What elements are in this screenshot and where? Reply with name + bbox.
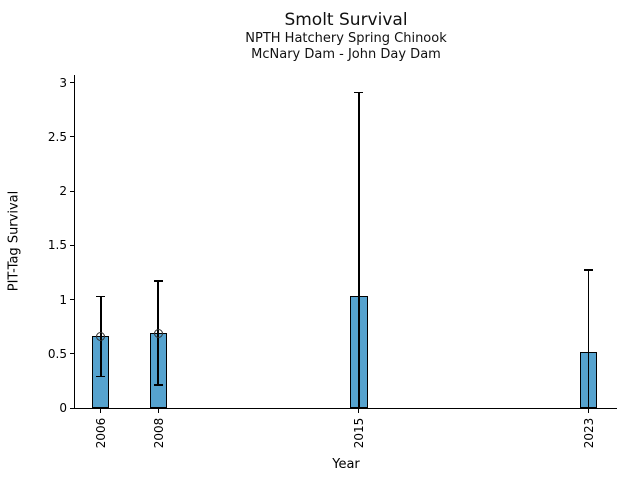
point-marker xyxy=(96,331,106,341)
error-bar-line xyxy=(587,270,590,408)
x-axis-title: Year xyxy=(332,457,360,472)
x-tick-label: 2023 xyxy=(581,417,596,449)
y-tick xyxy=(70,353,74,355)
y-tick xyxy=(70,299,74,301)
x-tick-label: 2015 xyxy=(352,417,367,449)
error-bar-cap-bottom xyxy=(96,375,106,378)
error-bar-cap-top xyxy=(96,295,106,298)
chart-subtitle-line1: NPTH Hatchery Spring Chinook xyxy=(245,31,447,46)
y-tick-label: 0 xyxy=(59,401,67,415)
title-block: Smolt Survival NPTH Hatchery Spring Chin… xyxy=(75,9,617,63)
error-bar-cap-bottom xyxy=(153,384,163,386)
error-bar-line xyxy=(358,92,360,408)
error-bar-cap-top xyxy=(583,269,593,271)
y-axis-title: PIT-Tag Survival xyxy=(6,190,22,292)
error-bar-cap-bottom xyxy=(354,407,364,409)
x-tick-label: 2008 xyxy=(151,417,166,449)
point-marker xyxy=(153,328,163,338)
y-tick-label: 2 xyxy=(59,184,67,199)
error-bar-cap-bottom xyxy=(583,407,593,409)
x-tick xyxy=(157,409,159,413)
y-tick-label: 0.5 xyxy=(47,346,67,361)
plot-area xyxy=(70,75,617,413)
y-tick xyxy=(70,244,74,246)
y-axis-line xyxy=(74,75,75,409)
x-axis-line xyxy=(74,408,617,409)
y-tick xyxy=(70,407,74,409)
y-tick xyxy=(70,190,74,192)
chart-title: Smolt Survival xyxy=(284,10,408,30)
y-tick-label: 1.5 xyxy=(47,238,67,253)
x-tick xyxy=(100,409,102,413)
error-bar-cap-top xyxy=(153,280,163,282)
chart-subtitle-line2: McNary Dam - John Day Dam xyxy=(251,47,441,62)
x-tick xyxy=(358,409,360,413)
error-bar-cap-top xyxy=(354,91,364,94)
y-tick xyxy=(70,136,74,138)
x-tick-label: 2006 xyxy=(94,417,109,449)
y-tick-label: 1 xyxy=(59,292,67,307)
y-tick-label: 3 xyxy=(59,75,67,90)
x-tick xyxy=(587,409,589,413)
y-tick xyxy=(70,82,74,84)
y-tick-label: 2.5 xyxy=(47,129,67,144)
